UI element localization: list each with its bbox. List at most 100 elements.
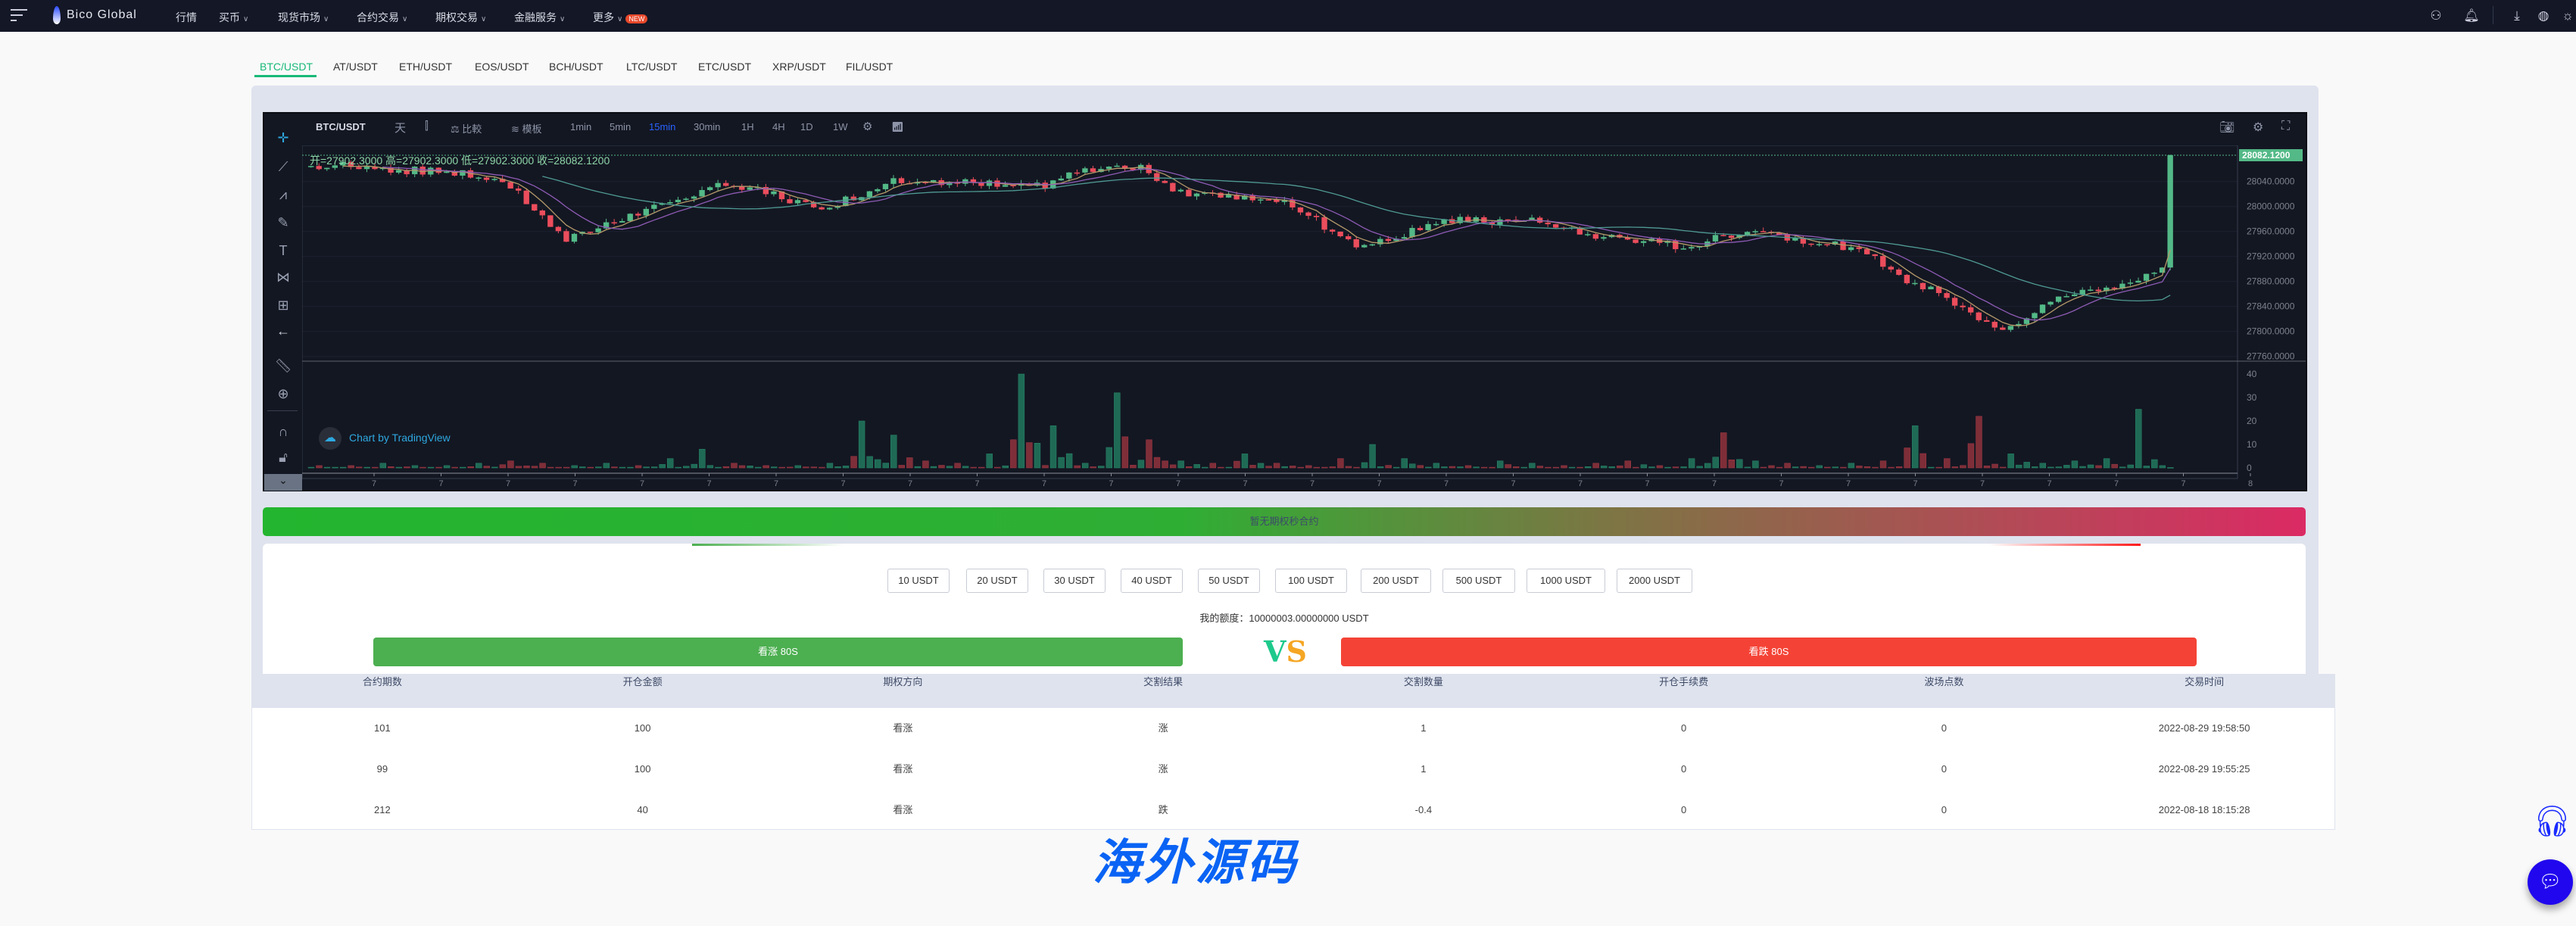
interval-1W[interactable]: 1W [833, 121, 848, 133]
tradingview-watermark[interactable]: Chart by TradingView [349, 432, 451, 444]
pair-tab[interactable]: LTC/USDT [626, 61, 678, 73]
volume-bar [1090, 466, 1096, 469]
amount-button[interactable]: 40 USDT [1121, 569, 1183, 593]
prediction-icon[interactable]: ⊞ [277, 298, 289, 313]
template-button[interactable]: ≋ 模板 [511, 121, 542, 136]
candle [2039, 304, 2046, 313]
table-cell: 跌 [1158, 804, 1168, 815]
lock-drawings-icon[interactable]: 🔓︎ [279, 450, 288, 465]
menu-icon[interactable] [11, 9, 27, 21]
back-arrow-icon[interactable]: ← [276, 323, 290, 338]
candle [1497, 219, 1503, 225]
volume-bar [2071, 460, 2079, 469]
candle [1202, 192, 1208, 194]
interval-1min[interactable]: 1min [570, 121, 592, 133]
indicators-icon[interactable]: 📶︎ [891, 121, 904, 133]
chart-settings-icon[interactable]: ⚙ [2253, 121, 2264, 134]
nav-item[interactable]: 买币 ∨ [219, 10, 248, 25]
nav-item[interactable]: 行情 [176, 10, 197, 25]
zoom-in-icon[interactable]: ⊕ [277, 386, 289, 401]
amount-button[interactable]: 1000 USDT [1527, 569, 1605, 593]
buy-down-button[interactable]: 看跌 80S [1341, 638, 2197, 666]
text-tool-icon[interactable]: T [279, 243, 288, 258]
volume-bar [1114, 392, 1121, 469]
globe-icon[interactable]: ◍ [2537, 8, 2549, 23]
user-icon[interactable]: ⚇ [2430, 8, 2442, 23]
interval-5min[interactable]: 5min [610, 121, 632, 133]
camera-icon[interactable]: 📷︎ [2219, 121, 2235, 134]
pair-tab[interactable]: BTC/USDT [260, 61, 313, 73]
amount-button[interactable]: 50 USDT [1198, 569, 1260, 593]
interval-15min[interactable]: 15min [649, 121, 676, 133]
candle [1297, 207, 1304, 213]
volume-bar [1824, 466, 1831, 469]
candle [2151, 273, 2157, 274]
candle [1832, 241, 1838, 245]
pair-tab[interactable]: ETH/USDT [399, 61, 452, 73]
bell-icon[interactable]: 🔔︎ [2463, 8, 2480, 23]
nav-item[interactable]: 合约交易 ∨ [357, 10, 407, 25]
candle [1912, 282, 1918, 285]
collapse-toolbar-button[interactable]: ⌄ [264, 474, 302, 491]
volume-bar [659, 464, 666, 469]
amount-button[interactable]: 10 USDT [887, 569, 950, 593]
download-icon[interactable]: ⤓ [2514, 8, 2520, 23]
amount-button[interactable]: 30 USDT [1043, 569, 1106, 593]
volume-bar [898, 465, 905, 469]
chart-day-button[interactable]: 天 [395, 122, 407, 135]
volume-bar [2135, 409, 2142, 469]
price-tick-label: 28000.0000 [2247, 201, 2295, 212]
pair-tab[interactable]: BCH/USDT [549, 61, 603, 73]
compare-button[interactable]: ⚖ 比較 [451, 121, 482, 136]
logo-text[interactable]: Bico Global [67, 8, 137, 21]
amount-button[interactable]: 2000 USDT [1617, 569, 1692, 593]
pattern-icon[interactable]: ⋈ [276, 270, 290, 285]
volume-bar [1425, 466, 1432, 469]
interval-1D[interactable]: 1D [800, 121, 813, 133]
interval-30min[interactable]: 30min [694, 121, 721, 133]
ruler-icon[interactable]: 📏︎ [274, 358, 292, 373]
magnet-icon[interactable]: ∩ [278, 424, 288, 439]
headset-support-icon[interactable]: 🎧︎ [2533, 805, 2571, 838]
nav-item[interactable]: 期权交易 ∨ [435, 10, 486, 25]
fib-icon[interactable]: ⩘ [279, 187, 288, 202]
ma30-line [542, 176, 2171, 302]
nav-item[interactable]: 现货市场 ∨ [278, 10, 329, 25]
candle [1633, 239, 1639, 243]
trendline-icon[interactable]: ⟋ [278, 159, 288, 174]
candle [1752, 231, 1758, 232]
pair-tab[interactable]: FIL/USDT [846, 61, 893, 73]
tradingview-chart[interactable]: 28040.0000 28000.0000 27960.0000 27920.0000… [263, 112, 2307, 491]
candle-style-icon[interactable]: ⫿ [425, 120, 429, 133]
brush-icon[interactable]: ✎ [277, 215, 289, 230]
tradingview-logo-icon: ☁ [319, 427, 341, 450]
nav-item[interactable]: 金融服务 ∨ [514, 10, 565, 25]
interval-1H[interactable]: 1H [741, 121, 754, 133]
volume-bar [1752, 460, 1759, 469]
buy-up-button[interactable]: 看涨 80S [373, 638, 1183, 666]
chart-canvas[interactable]: 28040.0000 28000.0000 27960.0000 27920.0000… [302, 145, 2306, 490]
volume-bar [946, 466, 953, 469]
amount-button[interactable]: 200 USDT [1361, 569, 1431, 593]
chat-icon[interactable]: 💬︎ [2528, 859, 2573, 905]
candle [2159, 267, 2166, 273]
amount-button[interactable]: 20 USDT [966, 569, 1028, 593]
fullscreen-icon[interactable]: ⛶ [2281, 120, 2291, 133]
amount-button[interactable]: 500 USDT [1442, 569, 1515, 593]
pair-tab[interactable]: EOS/USDT [475, 61, 529, 73]
time-tick-label: 7 [1578, 479, 1583, 488]
chart-symbol[interactable]: BTC/USDT [316, 121, 366, 133]
nav-item[interactable]: 更多 ∨ NEW [593, 10, 648, 25]
table-cell: 0 [1941, 763, 1947, 775]
settings-gear-icon[interactable]: ⚙ [862, 120, 873, 133]
volume-bar [1392, 466, 1400, 469]
candle [763, 186, 769, 195]
candle [1680, 248, 1686, 250]
amount-button[interactable]: 100 USDT [1275, 569, 1347, 593]
pair-tab[interactable]: AT/USDT [333, 61, 378, 73]
sun-icon[interactable]: ☼ [2562, 8, 2574, 23]
interval-4H[interactable]: 4H [772, 121, 785, 133]
pair-tab[interactable]: ETC/USDT [698, 61, 751, 73]
pair-tab[interactable]: XRP/USDT [772, 61, 826, 73]
crosshair-icon[interactable]: ✛ [277, 130, 289, 145]
